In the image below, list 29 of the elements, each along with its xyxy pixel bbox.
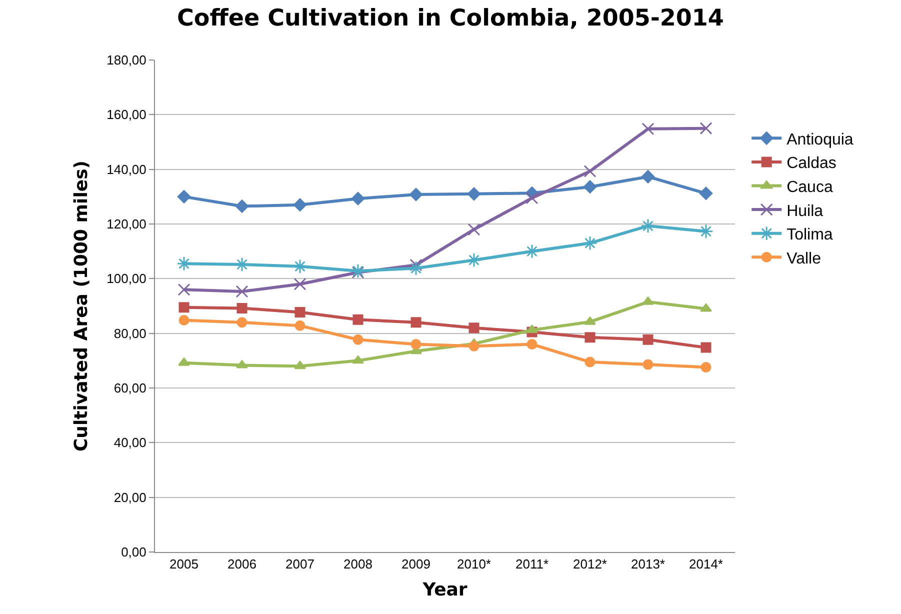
y-tick-label: 140,00: [106, 162, 146, 177]
chart-title: Coffee Cultivation in Colombia, 2005-2014: [177, 5, 724, 32]
y-tick-label: 80,00: [114, 326, 146, 341]
x-tick-label: 2010*: [457, 556, 491, 572]
x-tick-label: 2006: [228, 556, 256, 572]
x-tick-label: 2009: [402, 556, 430, 572]
legend-label: Huila: [786, 202, 824, 220]
y-tick-label: 120,00: [106, 216, 146, 232]
legend-label: Antioquia: [786, 131, 854, 148]
legend-label: Cauca: [786, 179, 833, 196]
y-tick-label: 60,00: [114, 380, 146, 396]
x-tick-label: 2008: [344, 556, 372, 572]
x-tick-label: 2014*: [689, 556, 723, 572]
legend-label: Tolima: [786, 226, 833, 244]
y-tick-label: 40,00: [114, 435, 146, 450]
y-tick-label: 180,00: [106, 52, 146, 68]
y-tick-label: 20,00: [114, 490, 146, 505]
y-tick-label: 0,00: [121, 544, 146, 560]
y-tick-label: 160,00: [106, 107, 146, 122]
x-tick-label: 2013*: [631, 556, 665, 572]
x-tick-label: 2011*: [515, 556, 549, 572]
x-tick-label: 2007: [286, 556, 314, 572]
legend-label: Caldas: [786, 155, 836, 172]
y-axis-title: Cultivated Area (1000 miles): [70, 160, 92, 452]
x-tick-label: 2005: [170, 556, 198, 572]
legend-label: Valle: [786, 250, 822, 268]
x-tick-label: 2012*: [573, 556, 607, 572]
x-axis-title: Year: [422, 580, 468, 601]
y-tick-label: 100,00: [106, 271, 146, 286]
